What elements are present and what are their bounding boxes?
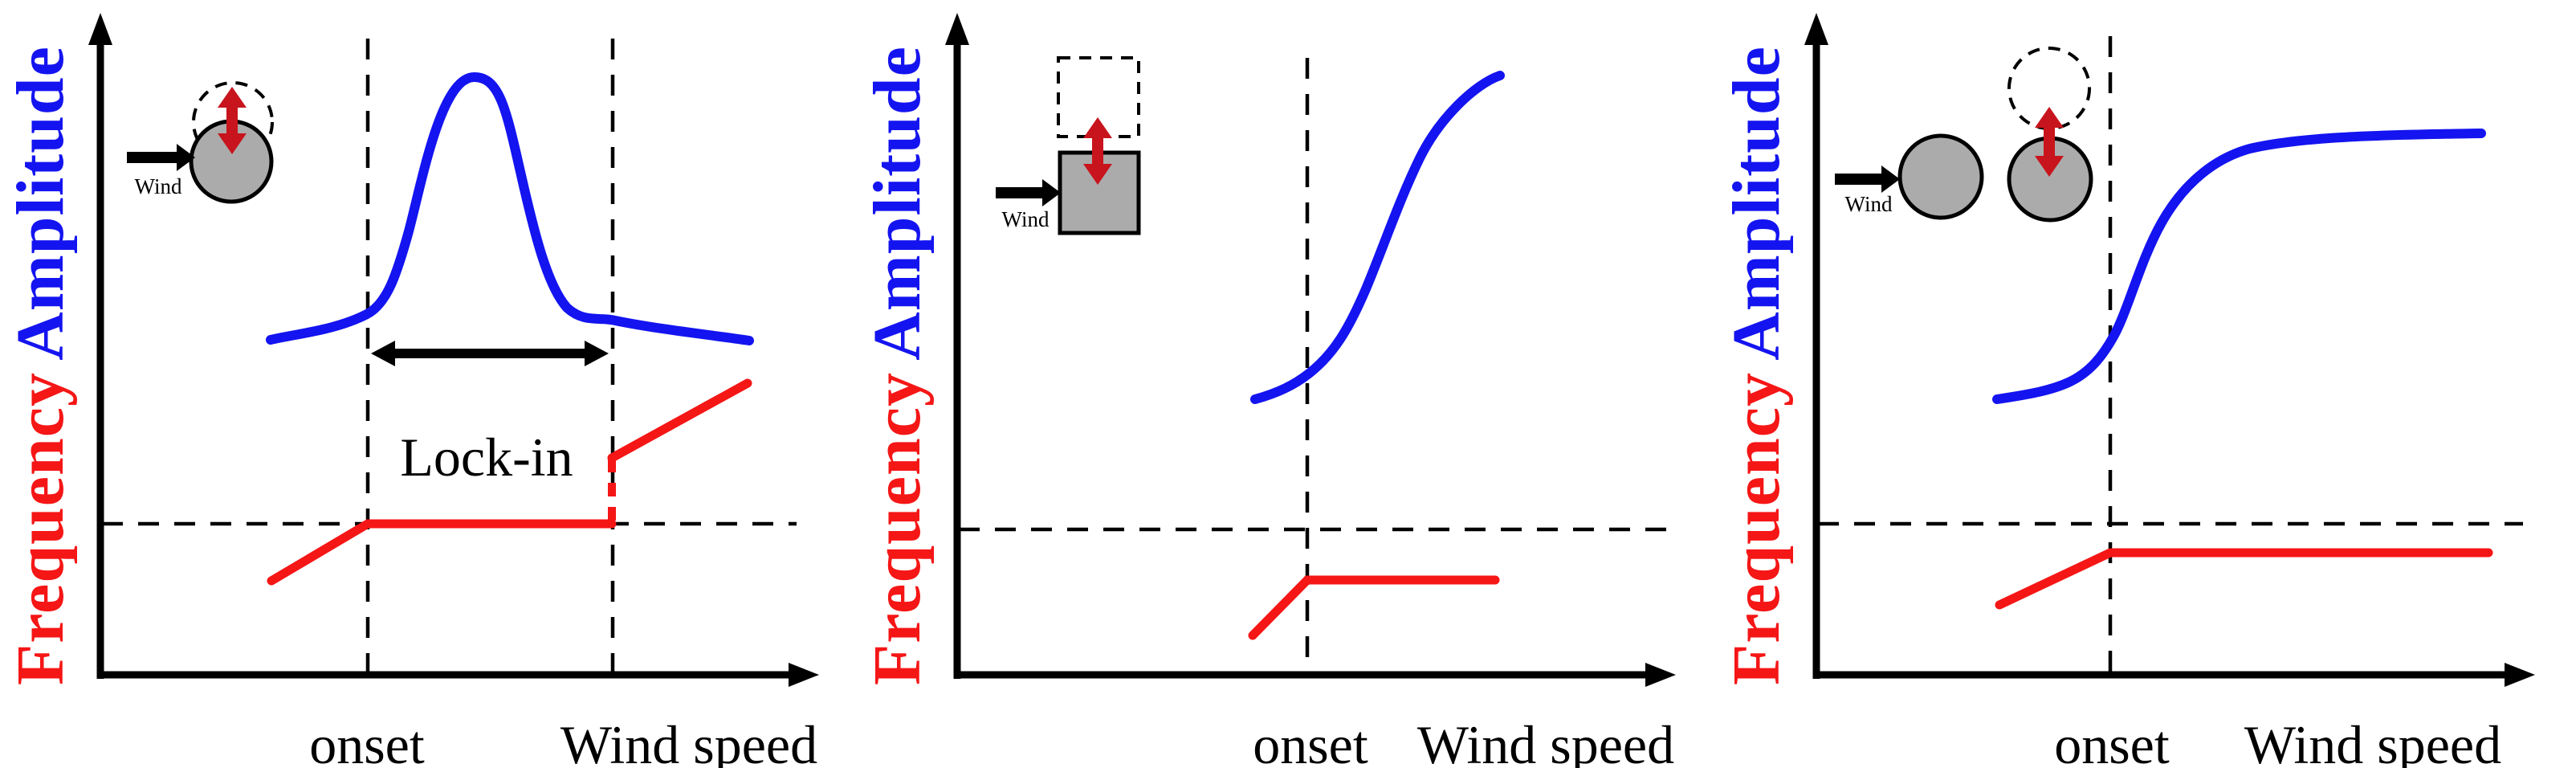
amplitude-axis-label: Amplitude [860,46,935,361]
motion-double-arrow-icon [218,87,247,154]
motion-double-arrow-icon [1083,117,1112,185]
motion-double-arrow-icon [2035,107,2064,177]
onset-label: onset [2054,714,2170,768]
amplitude-curve [266,71,754,345]
wind-label: Wind [1845,192,1893,216]
y-axis-arrowhead [1804,13,1828,45]
panel-wake-galloping: Amplitude Frequency onset Wind speed Win… [1719,13,2535,768]
amplitude-axis-label: Amplitude [3,46,78,361]
wind-label: Wind [1002,207,1050,231]
onset-label: onset [1253,714,1368,768]
wind-speed-label: Wind speed [1417,714,1674,768]
lock-in-label: Lock-in [400,427,573,488]
onset-label: onset [309,714,425,768]
panel-viv: Lock-in Amplitude Frequency onset Wind s… [3,13,819,768]
frequency-curve-lockin [267,519,617,586]
x-axis-arrowhead [789,663,819,687]
tandem-cylinders-icon: Wind [1835,47,2093,223]
amplitude-curve [1992,129,2486,404]
frequency-axis-label: Frequency [3,372,78,685]
x-axis-arrowhead [2505,663,2535,687]
amplitude-curve [1250,71,1505,404]
displaced-position-circle [192,81,274,163]
wind-speed-label: Wind speed [2244,714,2501,768]
y-axis-arrowhead [945,13,969,45]
wind-label: Wind [135,174,182,198]
wind-arrow-icon [127,144,195,171]
upstream-cylinder-body [1897,133,1984,220]
y-axis-arrowhead [88,13,112,45]
panel-galloping: Amplitude Frequency onset Wind speed Win… [860,13,1681,768]
wind-arrow-icon [996,179,1061,206]
frequency-curve [1248,575,1500,640]
frequency-axis-label: Frequency [1719,372,1794,685]
frequency-curve-post-lockin [607,378,752,463]
wind-arrow-icon [1835,165,1900,193]
frequency-curve [1995,548,2493,610]
lock-in-range-arrow [371,341,609,366]
frequency-axis-label: Frequency [860,372,935,685]
amplitude-axis-label: Amplitude [1719,46,1794,361]
oscillating-square-prism-icon: Wind [996,56,1141,235]
x-axis-arrowhead [1645,663,1676,687]
wind-speed-label: Wind speed [560,714,817,768]
oscillating-circular-cylinder-icon: Wind [127,81,274,204]
